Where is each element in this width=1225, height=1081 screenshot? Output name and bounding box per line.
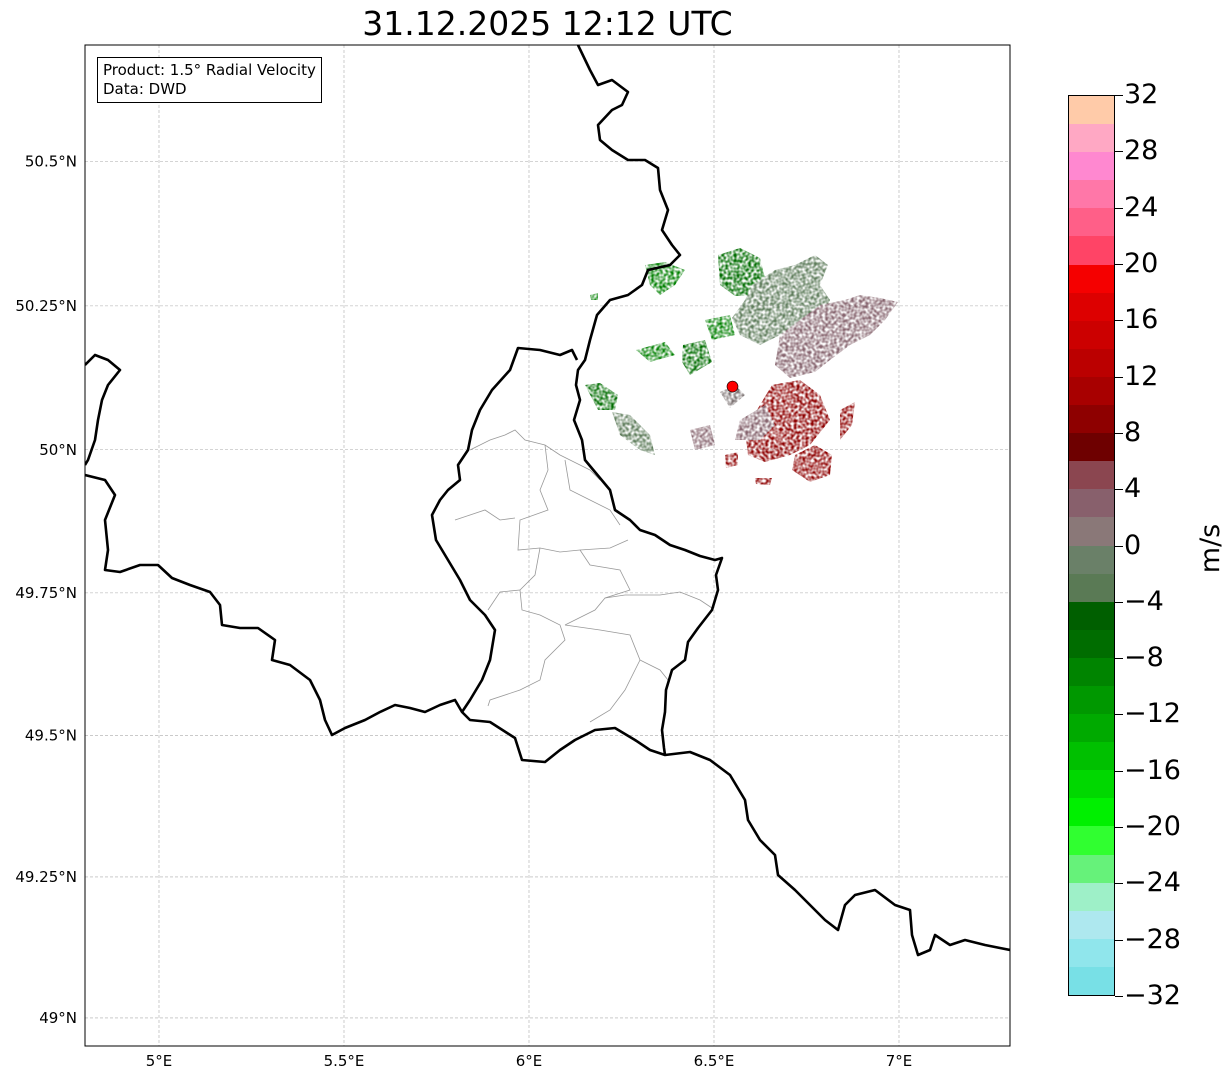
colorbar-tick — [1115, 151, 1123, 153]
colorbar-tick — [1115, 489, 1123, 491]
colorbar-segment — [1069, 348, 1114, 377]
colorbar-tick — [1115, 95, 1123, 96]
product-label: Product: 1.5° Radial Velocity — [103, 61, 316, 79]
colorbar-tick-label: −4 — [1124, 585, 1164, 617]
colorbar-tick — [1115, 601, 1123, 603]
map-title: 31.12.2025 12:12 UTC — [362, 4, 733, 43]
colorbar-segment — [1069, 798, 1114, 827]
colorbar-tick — [1115, 714, 1123, 716]
product-info-box: Product: 1.5° Radial Velocity Data: DWD — [97, 57, 322, 103]
colorbar-segment — [1069, 882, 1114, 911]
colorbar-tick — [1115, 658, 1123, 660]
colorbar-segment — [1069, 601, 1114, 630]
colorbar-tick-label: −12 — [1124, 698, 1181, 730]
colorbar-tick-label: −16 — [1124, 754, 1181, 786]
colorbar-segment — [1069, 938, 1114, 967]
colorbar-segment — [1069, 180, 1114, 209]
lon-tick-label: 7°E — [886, 1052, 913, 1070]
radar-site-marker — [726, 380, 739, 393]
colorbar-segment — [1069, 685, 1114, 715]
colorbar-segment — [1069, 657, 1114, 686]
colorbar-tick — [1115, 545, 1123, 547]
velocity-colorbar — [1068, 95, 1115, 996]
lat-tick-label: 49°N — [39, 1009, 77, 1027]
lat-tick-label: 50.25°N — [15, 297, 77, 315]
colorbar-tick-label: 20 — [1124, 247, 1159, 279]
colorbar-tick-label: −20 — [1124, 811, 1181, 843]
gridlines — [85, 45, 1010, 1046]
lon-tick-label: 5°E — [146, 1052, 173, 1070]
colorbar-segment — [1069, 545, 1114, 574]
radar-echoes — [585, 248, 898, 485]
colorbar-tick-label: −24 — [1124, 867, 1181, 899]
colorbar-segment — [1069, 489, 1114, 518]
colorbar-segment — [1069, 517, 1114, 546]
colorbar-segment — [1069, 292, 1114, 321]
colorbar-segment — [1069, 405, 1114, 434]
colorbar-segment — [1069, 320, 1114, 349]
colorbar-segment — [1069, 770, 1114, 799]
colorbar-segment — [1069, 966, 1114, 995]
colorbar-segment — [1069, 854, 1114, 883]
colorbar-tick — [1115, 263, 1123, 265]
colorbar-tick-label: 8 — [1124, 416, 1142, 448]
colorbar-segment — [1069, 236, 1114, 265]
colorbar-tick — [1115, 770, 1123, 772]
lon-tick-label: 6.5°E — [694, 1052, 735, 1070]
colorbar-tick — [1115, 376, 1123, 378]
colorbar-segment — [1069, 96, 1114, 125]
colorbar-tick-label: 24 — [1124, 191, 1159, 223]
colorbar-segment — [1069, 433, 1114, 462]
colorbar-unit-label: m/s — [1195, 523, 1225, 574]
colorbar-tick-label: 0 — [1124, 529, 1142, 561]
colorbar-tick — [1115, 320, 1123, 322]
data-source-label: Data: DWD — [103, 80, 187, 98]
lat-tick-label: 49.5°N — [25, 726, 77, 744]
colorbar-tick-label: 32 — [1124, 79, 1159, 110]
colorbar-tick-label: −28 — [1124, 923, 1181, 955]
colorbar-segment — [1069, 208, 1114, 237]
colorbar-tick — [1115, 996, 1123, 997]
colorbar-segment — [1069, 910, 1114, 939]
lon-tick-label: 5.5°E — [324, 1052, 365, 1070]
colorbar-segment — [1069, 124, 1114, 153]
colorbar-tick — [1115, 883, 1123, 885]
country-borders — [85, 45, 1010, 957]
colorbar-tick-label: −8 — [1124, 642, 1164, 674]
colorbar-tick-label: 28 — [1124, 135, 1159, 167]
lat-tick-label: 50.5°N — [25, 152, 77, 170]
lat-tick-label: 50°N — [39, 441, 77, 459]
colorbar-segment — [1069, 573, 1114, 602]
lon-tick-label: 6°E — [516, 1052, 543, 1070]
colorbar-tick — [1115, 207, 1123, 209]
colorbar-segment — [1069, 826, 1114, 855]
colorbar-tick-label: 16 — [1124, 304, 1159, 336]
colorbar-segment — [1069, 714, 1114, 743]
colorbar-tick — [1115, 939, 1123, 941]
lat-tick-label: 49.25°N — [15, 868, 77, 886]
colorbar-segment — [1069, 629, 1114, 658]
luxembourg-canton-borders — [454, 429, 713, 723]
colorbar-tick — [1115, 432, 1123, 434]
colorbar-tick-label: −32 — [1124, 980, 1181, 1011]
colorbar-tick-label: 12 — [1124, 360, 1159, 392]
colorbar-segment — [1069, 742, 1114, 771]
colorbar-segment — [1069, 376, 1114, 406]
colorbar-segment — [1069, 461, 1114, 490]
colorbar-segment — [1069, 264, 1114, 293]
colorbar-segment — [1069, 152, 1114, 181]
lat-tick-label: 49.75°N — [15, 584, 77, 602]
colorbar-tick-label: 4 — [1124, 473, 1142, 505]
map-frame — [84, 44, 1011, 1047]
colorbar-tick — [1115, 827, 1123, 829]
